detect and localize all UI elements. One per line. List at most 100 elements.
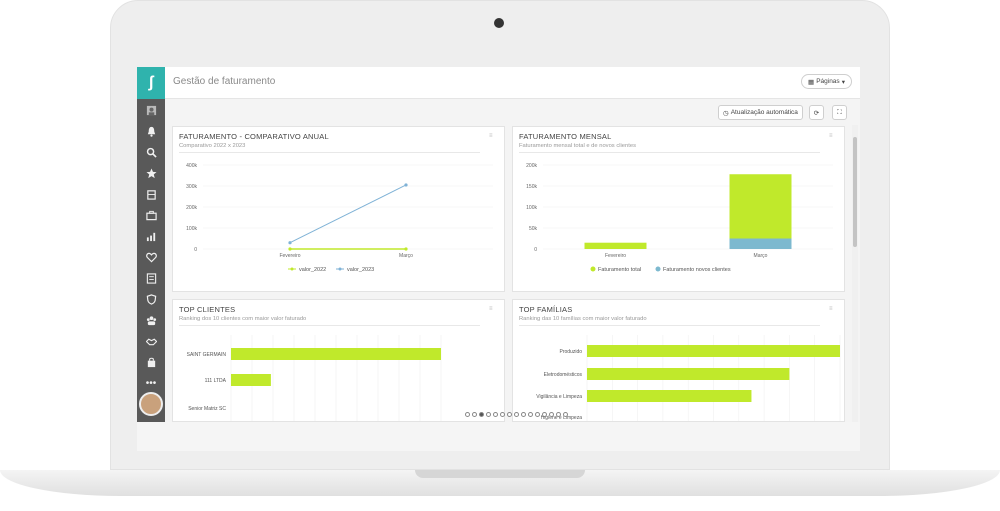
bag-icon[interactable] (137, 352, 165, 373)
scrollbar-thumb[interactable] (853, 137, 857, 247)
x-tick-label: Fevereiro (605, 253, 626, 259)
refresh-button[interactable]: ⟳ (809, 105, 824, 120)
y-tick-label: 100k (186, 226, 197, 232)
data-point (404, 183, 408, 187)
y-tick-label: 0 (194, 247, 197, 253)
data-point (404, 247, 408, 251)
bar (587, 368, 790, 380)
clock-icon: ◷ (723, 109, 729, 117)
page-title: Gestão de faturamento (173, 76, 276, 87)
group-icon[interactable] (137, 310, 165, 331)
bar-total (584, 242, 647, 249)
legend-label: valor_2023 (347, 267, 374, 273)
building-icon[interactable] (137, 184, 165, 205)
shield-icon[interactable] (137, 289, 165, 310)
x-tick-label: Fevereiro (279, 253, 300, 259)
app-window: ʃ ••• Gestão de faturamento (137, 67, 860, 422)
pagination-dot[interactable] (486, 412, 491, 417)
fullscreen-button[interactable]: ⛶ (832, 105, 847, 120)
search-icon[interactable] (137, 142, 165, 163)
y-category-label: Produzido (559, 349, 582, 355)
y-tick-label: 300k (186, 184, 197, 190)
auto-update-button[interactable]: ◷ Atualização automática (718, 105, 803, 120)
pages-label: Páginas (816, 78, 840, 85)
sidebar: ʃ ••• (137, 67, 165, 422)
y-category-label: Vigilância e Limpeza (536, 394, 582, 400)
briefcase-icon[interactable] (137, 205, 165, 226)
chart-top-families: Produzido Eletrodomésticos Vigilância e Li… (536, 335, 841, 421)
caret-down-icon: ▾ (841, 78, 845, 86)
list-icon[interactable] (137, 268, 165, 289)
y-category-label: Higiene e Limpeza (541, 415, 583, 421)
pagination-dot[interactable] (507, 412, 512, 417)
star-icon[interactable] (137, 163, 165, 184)
pagination-dot[interactable] (521, 412, 526, 417)
bar-total (729, 174, 792, 239)
card-title: FATURAMENTO MENSAL (519, 132, 612, 141)
card-divider (179, 152, 480, 153)
legend-label: Faturamento novos clientes (663, 267, 731, 273)
more-icon[interactable]: ••• (145, 378, 157, 389)
toolbar: ◷ Atualização automática ⟳ ⛶ (165, 99, 860, 125)
pagination-dot[interactable] (472, 412, 477, 417)
legend-label: Faturamento total (598, 267, 641, 273)
pagination-dot[interactable] (563, 412, 568, 417)
heart-icon[interactable] (137, 247, 165, 268)
card-subtitle: Ranking das 10 famílias com maior valor … (519, 316, 647, 322)
y-tick-label: 200k (186, 205, 197, 211)
pagination-dot[interactable] (465, 412, 470, 417)
bar (587, 390, 752, 402)
card-subtitle: Ranking dos 10 clientes com maior valor … (179, 316, 307, 322)
card-menu-icon[interactable]: ≡ (829, 133, 833, 139)
y-tick-label: 100k (526, 205, 537, 211)
y-category-label: 111 LTDA (205, 378, 227, 384)
y-category-label: Eletrodomésticos (544, 372, 583, 378)
pagination-dot[interactable] (528, 412, 533, 417)
pagination-dot[interactable] (549, 412, 554, 417)
card-subtitle: Comparativo 2022 x 2023 (179, 143, 246, 149)
pagination-dot[interactable] (556, 412, 561, 417)
screen: ʃ ••• Gestão de faturamento (137, 40, 860, 451)
pagination-dot[interactable] (493, 412, 498, 417)
camera-icon (494, 18, 504, 28)
y-tick-label: 50k (529, 226, 538, 232)
refresh-icon: ⟳ (813, 109, 820, 117)
legend-swatch (655, 266, 661, 272)
pagination-dot[interactable] (514, 412, 519, 417)
bar (587, 345, 840, 357)
chart-icon[interactable] (137, 226, 165, 247)
handshake-icon[interactable] (137, 331, 165, 352)
y-category-label: Senior Matriz SC (188, 406, 226, 412)
x-tick-label: Março (399, 253, 413, 259)
browser-top (137, 40, 860, 67)
chart-top-clients: SAINT GERMAIN 111 LTDA Senior Matriz SC (187, 335, 442, 421)
auto-update-label: Atualização automática (730, 109, 798, 116)
y-tick-label: 200k (526, 163, 537, 169)
series-line-valor_2023 (289, 184, 407, 244)
card-menu-icon[interactable]: ≡ (489, 306, 493, 312)
logo-icon[interactable]: ʃ (137, 67, 165, 99)
card-top-families: TOP FAMÍLIAS Ranking das 10 famílias com… (512, 299, 845, 422)
avatar[interactable] (139, 392, 163, 416)
pagination-dot[interactable] (500, 412, 505, 417)
user-icon[interactable] (137, 99, 165, 121)
card-title: TOP CLIENTES (179, 305, 236, 314)
card-annual-comparison: FATURAMENTO - COMPARATIVO ANUAL Comparat… (172, 126, 505, 292)
pages-dropdown-button[interactable]: ▦ Páginas ▾ (801, 74, 852, 89)
legend-label: valor_2022 (299, 267, 326, 273)
pagination-dot[interactable] (479, 412, 484, 417)
card-menu-icon[interactable]: ≡ (829, 306, 833, 312)
bar-new-clients (729, 238, 792, 249)
card-subtitle: Faturamento mensal total e de novos clie… (519, 143, 636, 149)
pagination-dot[interactable] (535, 412, 540, 417)
pagination-dots (465, 412, 568, 417)
scrollbar[interactable] (852, 125, 858, 422)
pagination-dot[interactable] (542, 412, 547, 417)
bell-icon[interactable] (137, 121, 165, 142)
card-divider (519, 152, 820, 153)
laptop-notch (415, 470, 585, 478)
card-menu-icon[interactable]: ≡ (489, 133, 493, 139)
y-category-label: SAINT GERMAIN (187, 352, 227, 358)
data-point (288, 247, 292, 251)
